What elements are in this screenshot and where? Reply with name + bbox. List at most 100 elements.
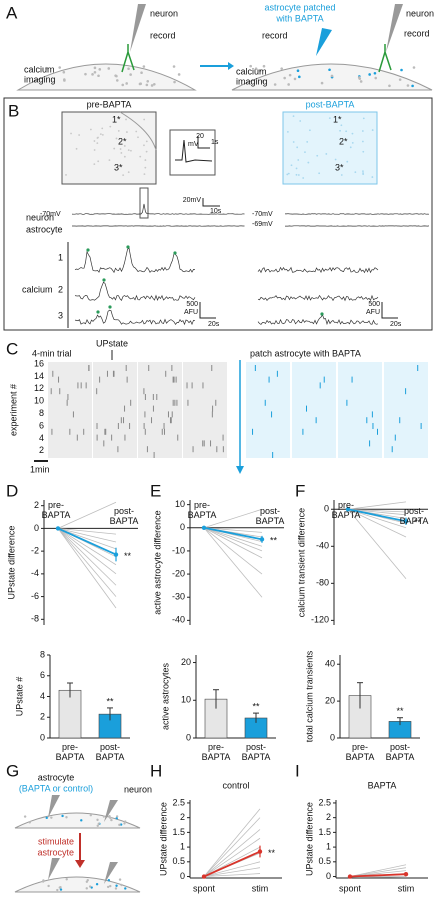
cell-dot xyxy=(296,146,299,149)
cell-dot xyxy=(101,127,104,130)
subject-line xyxy=(57,501,117,529)
y-axis-label: UPstate # xyxy=(14,677,24,717)
cell-dot xyxy=(93,149,96,151)
scale-bar xyxy=(381,302,398,319)
cell-dot xyxy=(362,170,364,173)
cell-dot xyxy=(139,155,142,158)
cell-dot xyxy=(97,160,100,163)
label: with BAPTA xyxy=(275,13,323,23)
subject-line xyxy=(57,528,117,566)
y-tick-label: -30 xyxy=(172,592,185,602)
astrocyte xyxy=(65,878,68,881)
y-tick-label: 0 xyxy=(326,871,331,881)
subject-line xyxy=(347,501,407,510)
cell-dot xyxy=(306,141,309,143)
y-tick-label: 1.5 xyxy=(318,827,331,837)
astrocyte xyxy=(398,78,402,81)
mean-point xyxy=(201,525,207,530)
astrocyte xyxy=(412,66,416,69)
x-tick-label: post-BAPTA xyxy=(110,506,139,526)
y-tick-label: 0 xyxy=(34,523,39,533)
astrocyte xyxy=(98,68,102,71)
x-tick-label: post-BAPTA xyxy=(400,506,429,526)
mean-line xyxy=(203,526,263,541)
scale-label: AFU xyxy=(184,309,198,316)
astrocyte xyxy=(109,884,112,888)
astrocyte xyxy=(368,73,371,76)
subject-line xyxy=(203,817,261,877)
astrocyte xyxy=(118,878,122,881)
x-tick-label: pre-BAPTA xyxy=(202,742,231,762)
y-tick-label: 10 xyxy=(175,499,185,509)
cell-dot xyxy=(93,163,96,166)
astrocyte xyxy=(108,815,111,818)
astrocyte xyxy=(85,887,88,890)
cell-dot xyxy=(371,176,374,178)
trial-block xyxy=(246,362,290,458)
y-tick-label: 20 xyxy=(325,695,335,705)
cell-dot xyxy=(292,141,295,143)
subject-line xyxy=(347,508,407,513)
scale-bar xyxy=(197,136,210,149)
mean-point xyxy=(257,849,263,854)
y-tick-label: 14 xyxy=(34,371,44,381)
label: astrocyte xyxy=(26,224,63,234)
subject-line xyxy=(347,508,407,516)
subject-line xyxy=(203,527,263,598)
cell-dot xyxy=(75,147,78,150)
y-tick-label: 0.5 xyxy=(172,856,185,866)
trace xyxy=(257,314,379,326)
decoration xyxy=(3,4,433,893)
astrocyte xyxy=(91,73,94,76)
astrocyte xyxy=(249,64,252,68)
astrocyte xyxy=(115,817,118,820)
y-tick-label: 10 xyxy=(34,396,44,406)
label: calcium xyxy=(236,66,267,76)
astrocyte xyxy=(96,818,99,822)
y-tick-label: 8 xyxy=(39,408,44,418)
y-tick-label: -80 xyxy=(316,578,329,588)
label: 4-min trial xyxy=(32,348,72,358)
astrocyte xyxy=(65,816,68,819)
cell-dot xyxy=(122,174,125,177)
cell-dot xyxy=(78,134,81,136)
panel-label: A xyxy=(6,3,18,22)
neuron xyxy=(378,44,392,73)
cell-dot xyxy=(117,130,120,132)
cell-dot xyxy=(297,174,300,176)
y-tick-label: 0 xyxy=(40,732,45,742)
significance: ** xyxy=(270,536,278,546)
y-axis-label: UPstate difference xyxy=(158,802,168,876)
astrocyte xyxy=(374,76,378,80)
scale-label: 20 xyxy=(196,133,204,140)
astrocyte xyxy=(153,83,156,86)
cell-dot xyxy=(119,148,122,150)
scale-label: 1min xyxy=(30,464,50,474)
astrocyte xyxy=(97,822,100,826)
astrocyte xyxy=(88,885,92,888)
astrocyte xyxy=(63,78,66,81)
electrode xyxy=(48,858,60,880)
event-marker xyxy=(108,305,112,309)
astrocyte xyxy=(296,69,300,73)
scale-bar xyxy=(199,302,216,319)
astrocyte xyxy=(330,74,334,78)
chart-title: control xyxy=(222,780,249,790)
label: imaging xyxy=(236,76,268,86)
vessel xyxy=(119,111,157,151)
tissue xyxy=(14,876,141,893)
cell-dot xyxy=(287,172,290,175)
subject-line xyxy=(203,527,263,533)
astrocyte xyxy=(293,77,297,81)
zoom-box xyxy=(139,187,149,219)
label: UPstate xyxy=(96,338,128,348)
mean-point xyxy=(403,871,409,877)
astrocyte xyxy=(358,77,362,80)
y-tick-label: 20 xyxy=(181,657,191,667)
cell-dot xyxy=(113,147,116,150)
astrocyte xyxy=(388,84,391,88)
astrocyte xyxy=(80,819,83,822)
mean-line xyxy=(349,873,407,878)
mean-point xyxy=(403,519,409,524)
astrocyte xyxy=(139,82,143,85)
